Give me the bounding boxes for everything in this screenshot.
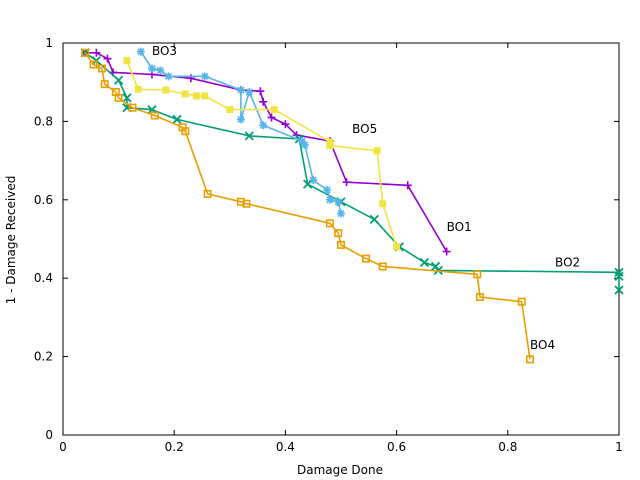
data-point-bo3 xyxy=(337,209,345,218)
data-point-bo3 xyxy=(298,137,307,145)
data-point-bo2 xyxy=(113,75,124,85)
data-point-bo4 xyxy=(336,240,345,249)
series-bo3: BO3 xyxy=(136,44,345,218)
data-point-bo5 xyxy=(181,90,189,98)
data-point-bo2 xyxy=(419,257,430,268)
x-tick-label: 0 xyxy=(59,440,67,454)
data-point-bo1 xyxy=(267,113,276,122)
y-tick-label: 0.6 xyxy=(34,193,53,207)
data-point-bo5 xyxy=(123,57,131,65)
data-point-bo5 xyxy=(226,106,234,114)
data-point-bo2 xyxy=(369,214,379,225)
data-point-bo4 xyxy=(100,80,109,89)
data-point-bo1 xyxy=(186,74,195,83)
data-point-bo5 xyxy=(134,85,142,93)
data-point-bo4 xyxy=(150,111,159,120)
data-point-bo4 xyxy=(203,189,212,198)
data-point-bo5 xyxy=(162,86,170,94)
data-point-bo4 xyxy=(236,197,245,206)
data-point-bo1 xyxy=(256,87,265,96)
data-point-bo3 xyxy=(236,115,245,124)
data-point-bo1 xyxy=(342,178,351,187)
data-point-bo5 xyxy=(192,92,200,100)
axes: 0 0.2 0.4 0.6 0.8 1 0 0.2 0.4 0.6 0.8 1 xyxy=(34,36,623,454)
data-point-bo2 xyxy=(614,285,624,295)
data-point-bo3 xyxy=(156,66,165,75)
data-point-bo3 xyxy=(309,176,318,185)
data-point-bo3 xyxy=(323,186,332,194)
series-bo4: BO4 xyxy=(81,48,555,364)
data-point-bo1 xyxy=(281,120,290,129)
data-point-bo4 xyxy=(473,270,482,279)
series-label-bo2: BO2 xyxy=(555,255,580,269)
x-tick-label: 0.6 xyxy=(387,440,406,454)
x-tick-label: 1 xyxy=(615,440,623,454)
data-point-bo1 xyxy=(442,247,451,256)
data-point-bo4 xyxy=(128,103,137,112)
series-layer: BO1 BO2 BO3 BO4 BO5 xyxy=(80,44,624,364)
series-label-bo4: BO4 xyxy=(530,338,555,352)
data-point-bo3 xyxy=(259,121,268,130)
plot-frame xyxy=(62,42,620,436)
data-point-bo2 xyxy=(614,267,624,277)
series-bo2: BO2 xyxy=(80,48,624,295)
series-line-bo4 xyxy=(84,52,531,360)
series-label-bo1: BO1 xyxy=(447,220,472,234)
data-point-bo4 xyxy=(114,93,123,102)
y-tick-label: 0.4 xyxy=(34,271,53,285)
series-bo5: BO5 xyxy=(123,57,401,251)
data-point-bo2 xyxy=(614,271,624,281)
data-point-bo1 xyxy=(259,97,268,106)
data-point-bo4 xyxy=(475,293,484,302)
series-line-bo3 xyxy=(140,51,342,214)
data-point-bo3 xyxy=(200,72,209,81)
data-point-bo5 xyxy=(393,243,401,251)
data-point-bo4 xyxy=(517,297,526,306)
data-point-bo1 xyxy=(403,181,412,190)
data-point-bo2 xyxy=(303,179,313,189)
data-point-bo4 xyxy=(334,229,343,238)
data-point-bo2 xyxy=(244,131,254,141)
data-point-bo4 xyxy=(242,199,251,208)
data-point-bo5 xyxy=(270,106,278,114)
data-point-bo1 xyxy=(92,48,101,57)
data-point-bo3 xyxy=(300,140,309,149)
data-point-bo4 xyxy=(97,64,106,73)
data-point-bo5 xyxy=(326,142,334,150)
data-point-bo4 xyxy=(181,127,190,136)
data-point-bo4 xyxy=(81,48,90,57)
data-point-bo5 xyxy=(373,147,381,155)
y-axis-label: 1 - Damage Received xyxy=(4,176,18,305)
x-tick-label: 0.4 xyxy=(276,440,295,454)
data-point-bo3 xyxy=(136,47,145,56)
data-point-bo4 xyxy=(362,254,371,263)
data-point-bo3 xyxy=(245,88,254,96)
data-point-bo2 xyxy=(122,93,132,103)
data-point-bo4 xyxy=(378,262,387,271)
series-bo1: BO1 xyxy=(81,48,472,256)
data-point-bo4 xyxy=(325,219,334,228)
y-tick-label: 0 xyxy=(45,428,53,442)
data-point-bo3 xyxy=(325,195,334,204)
y-tick-label: 1 xyxy=(45,36,53,50)
data-point-bo2 xyxy=(172,114,182,125)
series-label-bo5: BO5 xyxy=(352,122,377,136)
data-point-bo4 xyxy=(89,60,98,69)
series-line-bo1 xyxy=(85,52,448,252)
series-label-bo3: BO3 xyxy=(152,44,177,58)
x-axis-label: Damage Done xyxy=(297,463,383,477)
data-point-bo3 xyxy=(334,197,343,206)
x-tick-label: 0.8 xyxy=(498,440,517,454)
data-point-bo3 xyxy=(147,64,156,73)
data-point-bo3 xyxy=(164,72,173,81)
data-point-bo5 xyxy=(201,92,209,100)
data-point-bo1 xyxy=(103,54,112,63)
data-point-bo4 xyxy=(526,355,535,364)
y-tick-label: 0.8 xyxy=(34,114,53,128)
x-tick-label: 0.2 xyxy=(165,440,184,454)
y-tick-label: 0.2 xyxy=(34,350,53,364)
data-point-bo3 xyxy=(236,86,245,95)
data-point-bo5 xyxy=(379,200,387,208)
